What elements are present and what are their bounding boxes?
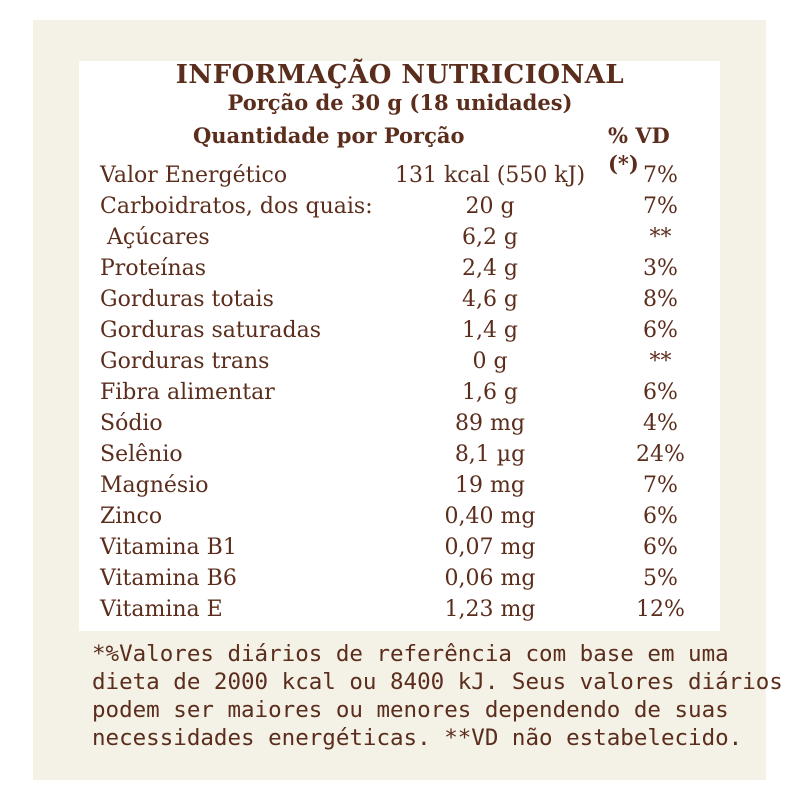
nutrient-name: Carboidratos, dos quais: bbox=[100, 194, 373, 219]
nutrient-amount: 0,07 mg bbox=[444, 535, 536, 560]
nutrition-table-panel bbox=[79, 61, 720, 631]
table-row: Valor Energético 131 kcal (550 kJ) 7% bbox=[0, 160, 800, 191]
footnote-line: *%Valores diários de referência com base… bbox=[92, 641, 729, 667]
nutrient-vd: 8% bbox=[643, 287, 678, 312]
nutrient-amount: 0 g bbox=[472, 349, 508, 374]
footnote-line: dieta de 2000 kcal ou 8400 kJ. Seus valo… bbox=[92, 669, 783, 695]
nutrient-vd: 7% bbox=[643, 163, 678, 188]
table-row: Carboidratos, dos quais: 20 g 7% bbox=[0, 191, 800, 222]
nutrient-name: Vitamina B6 bbox=[100, 566, 237, 591]
nutrient-vd: ** bbox=[649, 349, 672, 374]
nutrient-name: Magnésio bbox=[100, 473, 209, 498]
nutrient-vd: 6% bbox=[643, 380, 678, 405]
nutrient-amount: 89 mg bbox=[455, 411, 525, 436]
table-row: Magnésio 19 mg 7% bbox=[0, 470, 800, 501]
table-row: Vitamina E 1,23 mg 12% bbox=[0, 594, 800, 625]
footnote-line: necessidades energéticas. **VD não estab… bbox=[92, 725, 743, 751]
nutrient-name: Gorduras trans bbox=[100, 349, 270, 374]
table-row: Gorduras trans 0 g ** bbox=[0, 346, 800, 377]
table-title: INFORMAÇÃO NUTRICIONAL bbox=[175, 60, 625, 90]
nutrient-amount: 2,4 g bbox=[461, 256, 519, 281]
table-row: Gorduras saturadas 1,4 g 6% bbox=[0, 315, 800, 346]
nutrient-name: Vitamina E bbox=[100, 597, 223, 622]
nutrient-amount: 1,6 g bbox=[461, 380, 519, 405]
table-row: Sódio 89 mg 4% bbox=[0, 408, 800, 439]
nutrient-name: Fibra alimentar bbox=[100, 380, 275, 405]
portion-size: Porção de 30 g (18 unidades) bbox=[227, 90, 573, 115]
quantity-header: Quantidade por Porção bbox=[193, 123, 465, 148]
nutrient-name: Gorduras totais bbox=[100, 287, 274, 312]
nutrient-name: Gorduras saturadas bbox=[100, 318, 322, 343]
nutrient-vd: 6% bbox=[643, 318, 678, 343]
nutrient-amount: 0,40 mg bbox=[444, 504, 536, 529]
nutrient-vd: 12% bbox=[636, 597, 685, 622]
table-row: Zinco 0,40 mg 6% bbox=[0, 501, 800, 532]
nutrient-amount: 1,4 g bbox=[461, 318, 519, 343]
nutrient-amount: 131 kcal (550 kJ) bbox=[394, 163, 586, 188]
nutrient-name: Proteínas bbox=[100, 256, 207, 281]
nutrient-vd: 24% bbox=[636, 442, 685, 467]
nutrient-name: Vitamina B1 bbox=[100, 535, 237, 560]
nutrient-name: Zinco bbox=[100, 504, 163, 529]
table-row: Proteínas 2,4 g 3% bbox=[0, 253, 800, 284]
table-row: Açúcares 6,2 g ** bbox=[0, 222, 800, 253]
nutrient-amount: 19 mg bbox=[455, 473, 525, 498]
footnote-line: podem ser maiores ou menores dependendo … bbox=[92, 697, 729, 723]
nutrient-vd: 6% bbox=[643, 535, 678, 560]
vd-header: % VD (*) bbox=[608, 123, 670, 176]
nutrient-vd: 4% bbox=[643, 411, 678, 436]
nutrient-amount: 4,6 g bbox=[461, 287, 519, 312]
nutrient-amount: 6,2 g bbox=[461, 225, 519, 250]
nutrient-vd: 7% bbox=[643, 194, 678, 219]
nutrient-vd: 7% bbox=[643, 473, 678, 498]
table-row: Selênio 8,1 µg 24% bbox=[0, 439, 800, 470]
nutrient-vd: ** bbox=[649, 225, 672, 250]
nutrient-vd: 6% bbox=[643, 504, 678, 529]
nutrient-name: Selênio bbox=[100, 442, 183, 467]
table-row: Gorduras totais 4,6 g 8% bbox=[0, 284, 800, 315]
table-row: Vitamina B6 0,06 mg 5% bbox=[0, 563, 800, 594]
nutrient-name: Açúcares bbox=[100, 225, 210, 250]
footnote: *%Valores diários de referência com base… bbox=[92, 640, 783, 752]
nutrient-amount: 0,06 mg bbox=[444, 566, 536, 591]
nutrient-amount: 8,1 µg bbox=[454, 442, 526, 467]
nutrient-name: Valor Energético bbox=[100, 163, 288, 188]
nutrient-rows: Valor Energético 131 kcal (550 kJ) 7% Ca… bbox=[0, 160, 800, 625]
table-row: Vitamina B1 0,07 mg 6% bbox=[0, 532, 800, 563]
nutrient-amount: 20 g bbox=[465, 194, 515, 219]
nutrient-name: Sódio bbox=[100, 411, 163, 436]
table-row: Fibra alimentar 1,6 g 6% bbox=[0, 377, 800, 408]
nutrient-amount: 1,23 mg bbox=[444, 597, 536, 622]
nutrient-vd: 5% bbox=[643, 566, 678, 591]
nutrient-vd: 3% bbox=[643, 256, 678, 281]
